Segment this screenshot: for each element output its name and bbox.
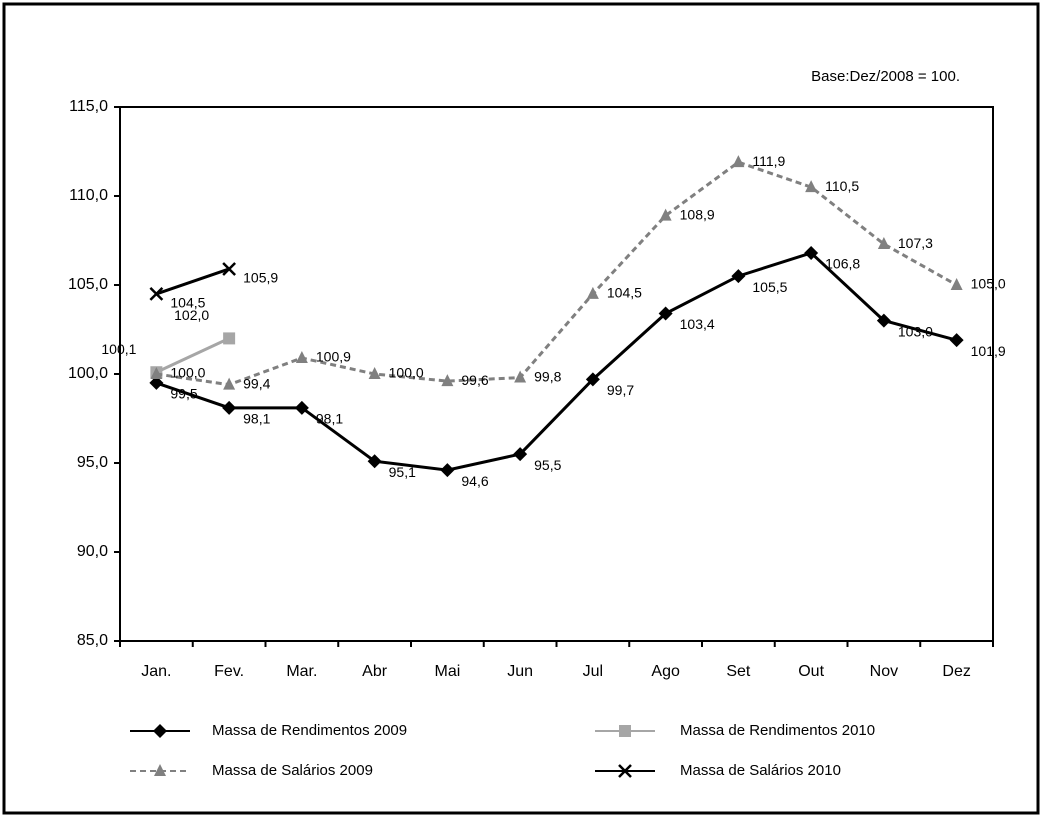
data-label: 111,9 — [752, 153, 785, 169]
data-point — [150, 367, 163, 379]
data-point — [367, 454, 382, 469]
data-label: 99,6 — [461, 372, 488, 388]
y-tick-label: 85,0 — [77, 632, 108, 649]
series-line — [155, 337, 230, 374]
data-label: 106,8 — [825, 256, 860, 272]
data-point — [586, 286, 599, 299]
data-label: 100,1 — [101, 341, 136, 357]
data-point — [804, 245, 819, 260]
data-label: 105,0 — [971, 276, 1006, 292]
data-label: 98,1 — [243, 411, 270, 427]
series-line — [156, 160, 958, 387]
annotation: Base:Dez/2008 = 100. — [811, 68, 960, 85]
data-label: 105,9 — [243, 270, 278, 286]
data-point — [732, 155, 745, 168]
data-label: 107,3 — [898, 235, 933, 251]
x-tick-label: Nov — [870, 663, 898, 680]
data-label: 95,5 — [534, 457, 561, 473]
data-label: 103,4 — [680, 316, 715, 332]
data-point — [949, 333, 964, 348]
data-point — [805, 180, 818, 193]
data-point — [295, 350, 308, 363]
data-label: 100,9 — [316, 349, 351, 365]
legend-marker — [153, 724, 167, 738]
data-point — [368, 367, 381, 379]
data-label: 110,5 — [825, 178, 859, 194]
data-point — [222, 262, 237, 276]
data-label: 100,0 — [170, 365, 205, 381]
data-label: 104,5 — [170, 295, 205, 311]
data-point — [223, 377, 236, 390]
x-tick-label: Set — [726, 663, 751, 680]
data-point — [658, 306, 673, 321]
x-tick-label: Mar. — [286, 663, 317, 680]
data-point — [513, 447, 528, 462]
data-label: 99,5 — [170, 386, 197, 402]
data-label: 95,1 — [389, 464, 416, 480]
y-tick-label: 95,0 — [77, 454, 108, 471]
data-point — [876, 313, 891, 328]
legend-label: Massa de Salários 2009 — [212, 762, 373, 779]
data-label: 100,0 — [389, 365, 424, 381]
data-point — [659, 208, 672, 221]
x-tick-label: Jun — [507, 663, 533, 680]
data-point — [441, 374, 454, 387]
data-label: 105,5 — [752, 279, 787, 295]
data-point — [223, 332, 236, 345]
data-point — [222, 400, 237, 415]
data-label: 104,5 — [607, 285, 642, 301]
data-label: 101,9 — [971, 343, 1006, 359]
legend-marker — [154, 764, 166, 776]
data-label: 98,1 — [316, 411, 343, 427]
x-tick-label: Abr — [362, 663, 388, 680]
data-point — [294, 400, 309, 415]
data-point — [877, 237, 890, 250]
legend-label: Massa de Salários 2010 — [680, 762, 841, 779]
x-tick-label: Out — [798, 663, 824, 680]
series-line — [155, 267, 230, 296]
data-label: 99,4 — [243, 375, 270, 391]
data-point — [440, 463, 455, 478]
y-tick-label: 90,0 — [77, 543, 108, 560]
y-tick-label: 105,0 — [68, 276, 108, 293]
data-label: 103,0 — [898, 323, 933, 339]
y-tick-label: 110,0 — [69, 187, 108, 204]
x-tick-label: Dez — [942, 663, 970, 680]
x-tick-label: Ago — [651, 663, 680, 680]
series-line — [155, 251, 958, 472]
y-tick-label: 115,0 — [69, 98, 108, 115]
legend-label: Massa de Rendimentos 2010 — [680, 722, 875, 739]
legend-label: Massa de Rendimentos 2009 — [212, 722, 407, 739]
x-tick-label: Fev. — [214, 663, 244, 680]
x-tick-label: Jan. — [141, 663, 171, 680]
data-label: 108,9 — [680, 206, 715, 222]
data-point — [149, 375, 164, 390]
x-tick-label: Mai — [434, 663, 460, 680]
legend-marker — [618, 764, 632, 778]
data-label: 99,8 — [534, 368, 561, 384]
x-tick-label: Jul — [583, 663, 603, 680]
data-label: 102,0 — [174, 307, 209, 323]
data-point — [514, 370, 527, 383]
legend-marker — [619, 725, 631, 737]
data-point — [149, 287, 164, 301]
y-tick-label: 100,0 — [68, 365, 108, 382]
data-label: 99,7 — [607, 382, 634, 398]
data-label: 94,6 — [461, 473, 488, 489]
data-point — [585, 372, 600, 387]
data-point — [950, 278, 963, 290]
data-point — [731, 269, 746, 284]
